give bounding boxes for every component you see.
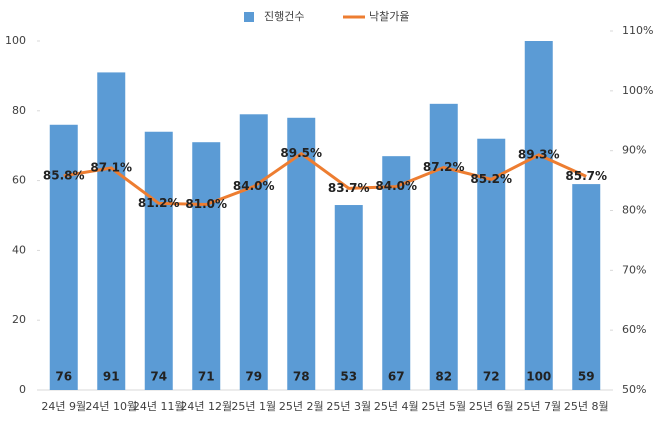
bar: [144, 131, 173, 391]
bar-value-label: 72: [483, 370, 500, 384]
x-tick-label: 25년 7월: [516, 400, 561, 413]
line-value-label: 83.7%: [328, 181, 370, 195]
line: [63, 151, 587, 207]
line-value-label: 84.0%: [233, 179, 275, 193]
bar-value-label: 82: [435, 370, 452, 384]
bar: [239, 114, 268, 390]
bar: [572, 184, 601, 390]
bar-value-label: 53: [340, 370, 357, 384]
y2-tick-label: 90%: [622, 144, 646, 157]
bar: [524, 41, 553, 390]
legend-label: 낙찰가율: [369, 10, 409, 23]
y-tick-label: 80: [12, 104, 26, 117]
legend-label: 진행건수: [264, 10, 304, 23]
x-tick-label: 25년 8월: [564, 400, 609, 413]
y-tick-label: 100: [5, 34, 26, 47]
y2-tick-label: 100%: [622, 84, 653, 97]
y2-tick-label: 80%: [622, 204, 646, 217]
x-tick-label: 24년 9월: [41, 400, 86, 413]
bar-value-label: 100: [526, 370, 551, 384]
line-value-label: 89.5%: [280, 146, 322, 160]
bar-value-label: 78: [293, 370, 310, 384]
y2-tick-label: 70%: [622, 263, 646, 276]
line-value-label: 89.3%: [518, 147, 560, 161]
y-tick-label: 0: [19, 383, 26, 396]
bar: [287, 117, 316, 390]
bar-value-label: 59: [578, 370, 595, 384]
x-tick-label: 24년 12월: [180, 400, 232, 413]
line-value-label: 85.7%: [565, 169, 607, 183]
x-tick-label: 25년 6월: [469, 400, 514, 413]
line-value-label: 85.8%: [43, 168, 85, 182]
y2-tick-label: 60%: [622, 323, 646, 336]
bar: [49, 124, 78, 390]
bar-value-label: 91: [103, 370, 120, 384]
bar-value-label: 74: [150, 370, 167, 384]
line-value-label: 81.2%: [138, 196, 180, 210]
x-tick-label: 25년 2월: [279, 400, 324, 413]
bar: [429, 103, 458, 390]
bar: [97, 72, 126, 390]
line-value-label: 85.2%: [470, 172, 512, 186]
x-tick-label: 24년 11월: [133, 400, 185, 413]
y-tick-label: 20: [12, 313, 26, 326]
y2-tick-label: 50%: [622, 383, 646, 396]
bar-value-label: 71: [198, 370, 215, 384]
x-tick-label: 24년 10월: [85, 400, 137, 413]
legend-swatch: [244, 12, 254, 22]
line-value-label: 87.1%: [90, 161, 132, 175]
bar-value-label: 67: [388, 370, 405, 384]
x-tick-label: 25년 1월: [231, 400, 276, 413]
x-tick-label: 25년 4월: [374, 400, 419, 413]
y2-tick-label: 110%: [622, 24, 653, 37]
bar: [382, 156, 411, 390]
line-value-label: 87.2%: [423, 160, 465, 174]
y-tick-label: 60: [12, 174, 26, 187]
bar: [334, 205, 363, 390]
line-value-label: 81.0%: [185, 197, 227, 211]
bar-value-label: 76: [55, 370, 72, 384]
bar-value-label: 79: [245, 370, 262, 384]
line-value-label: 84.0%: [375, 179, 417, 193]
x-tick-label: 25년 3월: [326, 400, 371, 413]
x-tick-label: 25년 5월: [421, 400, 466, 413]
bar: [192, 142, 221, 390]
y-tick-label: 40: [12, 243, 26, 256]
